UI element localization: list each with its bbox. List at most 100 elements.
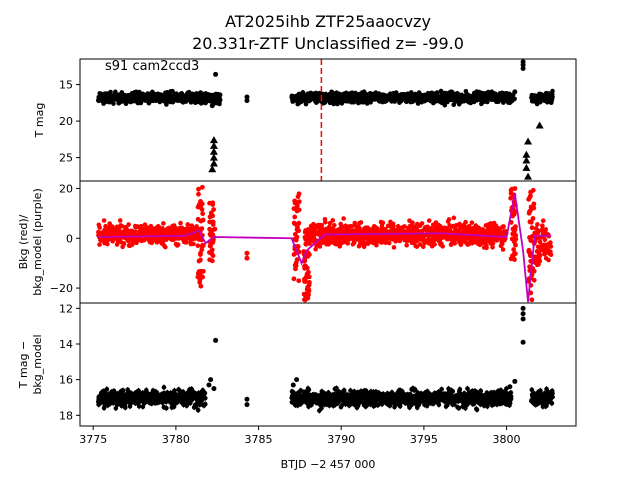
data-points-bottom — [95, 305, 555, 414]
y-tick-label: 25 — [59, 152, 73, 165]
data-point — [294, 208, 300, 214]
data-point — [419, 221, 425, 226]
data-point — [178, 220, 183, 226]
axes-frame — [79, 58, 577, 182]
data-points-middle — [96, 184, 554, 303]
data-point — [210, 200, 216, 206]
data-point — [164, 102, 169, 107]
data-point — [200, 184, 205, 190]
data-point — [200, 242, 206, 248]
y-tick-label: 0 — [66, 232, 73, 245]
data-point — [302, 276, 307, 282]
data-point — [338, 221, 344, 227]
data-point — [512, 96, 517, 102]
y-axis-label-line: Bkg (red)/ — [17, 214, 30, 269]
data-point — [120, 388, 126, 393]
data-point — [512, 231, 518, 237]
data-point — [291, 276, 297, 282]
data-point — [195, 274, 201, 280]
outlier-point — [512, 89, 518, 95]
data-point — [199, 207, 205, 212]
data-point — [292, 214, 298, 220]
data-point — [210, 222, 216, 227]
data-points-top — [95, 59, 555, 180]
data-point — [542, 237, 548, 243]
data-point — [513, 224, 518, 230]
chart-title-line2: 20.331r-ZTF Unclassified z= -99.0 — [192, 34, 464, 53]
data-point — [293, 237, 299, 243]
data-point — [101, 218, 107, 223]
data-point — [440, 244, 445, 249]
data-point — [296, 278, 302, 284]
data-point — [304, 271, 310, 277]
data-point — [510, 254, 516, 260]
data-point — [126, 222, 131, 227]
data-point — [196, 258, 202, 264]
y-axis-label: Bkg (red)/bkg_model (purple) — [17, 188, 44, 295]
data-point — [302, 265, 308, 271]
data-point — [209, 258, 215, 264]
data-point — [175, 242, 181, 247]
chart-title-line1: AT2025ihb ZTF25aaocvzy — [225, 12, 431, 31]
data-point — [508, 187, 514, 193]
data-point — [304, 286, 310, 292]
data-point — [426, 218, 432, 223]
data-point — [292, 198, 298, 204]
data-point — [500, 247, 506, 252]
data-point — [446, 217, 452, 222]
data-point — [358, 220, 364, 225]
data-point — [530, 216, 536, 221]
data-point — [322, 219, 328, 225]
data-point — [191, 241, 196, 247]
data-point — [163, 244, 168, 250]
data-point — [217, 92, 223, 98]
outlier-point — [209, 103, 215, 109]
data-point — [501, 224, 506, 229]
data-point — [307, 241, 313, 246]
data-point — [548, 252, 554, 258]
data-point — [295, 194, 301, 200]
panel-top-magnitude: 15 20 25 T mag — [33, 58, 577, 182]
data-point — [528, 189, 533, 195]
data-point — [526, 249, 532, 255]
data-point — [339, 101, 345, 106]
data-point — [543, 227, 549, 232]
data-point — [546, 257, 551, 263]
data-point — [391, 245, 397, 250]
data-point — [380, 220, 386, 226]
data-point — [209, 251, 215, 257]
upper-limit-triangle — [522, 163, 531, 171]
data-point — [550, 94, 555, 100]
data-point — [217, 97, 223, 103]
data-point — [432, 242, 437, 247]
data-point — [509, 236, 515, 242]
data-point — [97, 242, 102, 247]
data-point — [122, 405, 128, 410]
data-point — [341, 216, 346, 221]
y-tick-label: 20 — [59, 182, 73, 195]
data-point — [306, 279, 312, 285]
data-point — [296, 199, 302, 205]
data-point — [540, 218, 546, 224]
data-point — [529, 225, 535, 231]
y-tick-label: 20 — [59, 115, 73, 128]
data-point — [420, 244, 426, 250]
data-point — [535, 222, 540, 227]
data-point — [484, 245, 489, 251]
data-point — [105, 241, 110, 247]
data-point — [410, 220, 415, 225]
data-point — [469, 220, 475, 225]
data-point — [111, 101, 116, 106]
data-point — [513, 242, 518, 248]
upper-limit-triangle — [535, 121, 544, 129]
y-axis-label-line: bkg_model (purple) — [31, 188, 44, 295]
data-point — [195, 243, 201, 249]
data-point — [199, 247, 205, 253]
data-point — [531, 268, 537, 274]
data-point — [303, 101, 309, 107]
data-point — [527, 235, 532, 240]
data-point — [104, 386, 110, 392]
data-point — [386, 240, 392, 246]
